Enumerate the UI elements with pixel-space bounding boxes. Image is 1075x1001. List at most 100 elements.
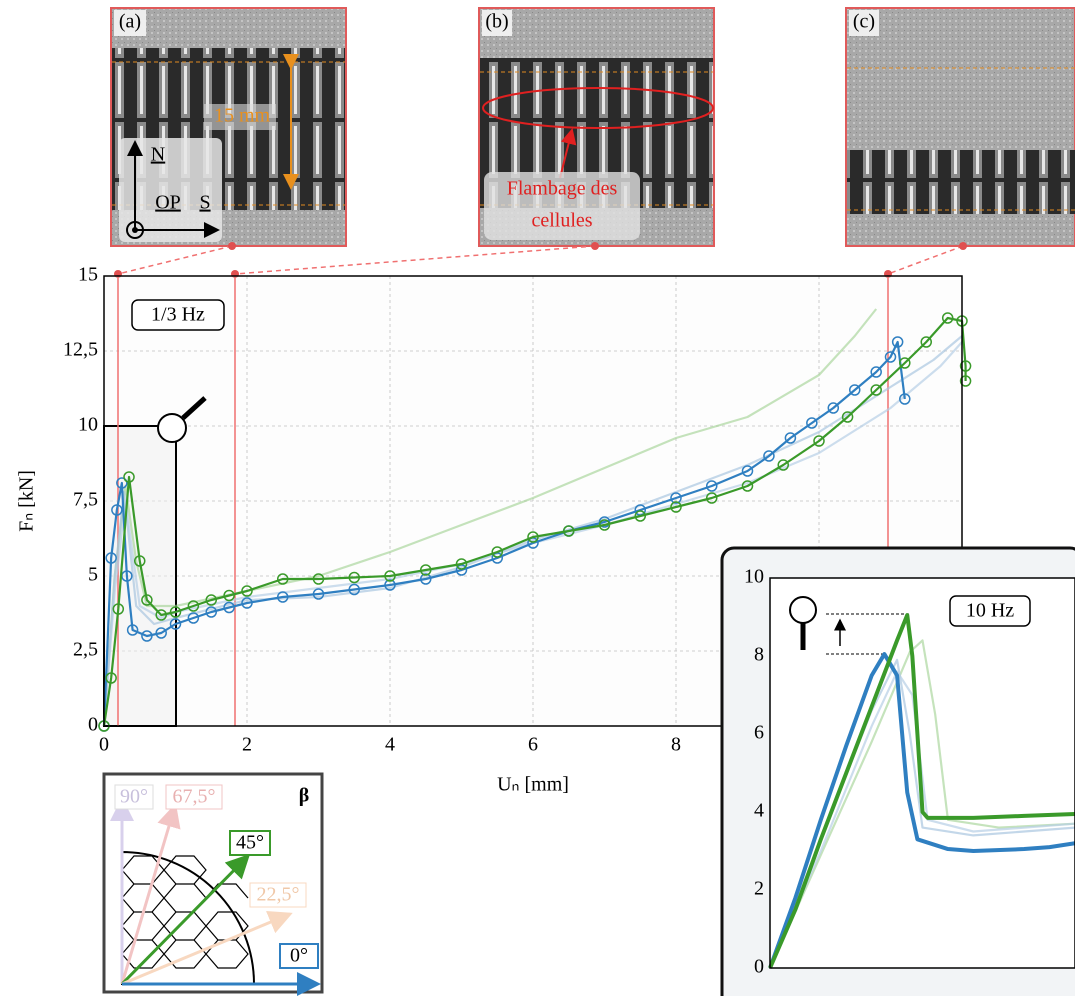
legend-title: β <box>299 785 310 807</box>
annotation-box <box>131 299 225 331</box>
annotation: 1/3 Hz <box>151 304 205 326</box>
magnifier-handle <box>181 396 207 420</box>
marker <box>920 336 932 348</box>
marker <box>169 618 182 630</box>
y-tick-label: 10 <box>78 414 98 436</box>
x-tick-label: 8 <box>671 734 681 756</box>
marker <box>763 450 775 462</box>
marker <box>806 417 818 429</box>
marker <box>941 312 954 324</box>
marker <box>141 630 153 642</box>
axis-s: S <box>199 192 210 214</box>
legend-entry: 67,5° <box>173 786 216 808</box>
inset-chart: 0 2 4 6 8 10 10 Hz <box>720 546 1075 1001</box>
marker <box>827 402 840 414</box>
series-line <box>768 639 1075 969</box>
orientation-legend <box>102 772 324 996</box>
marker <box>899 357 911 369</box>
series-line <box>768 613 1075 969</box>
marker <box>312 573 325 585</box>
x-tick-label: 0 <box>99 734 109 756</box>
marker <box>155 627 167 639</box>
y-tick-label: 0 <box>88 714 98 736</box>
x-axis-label: Uₙ [mm] <box>497 774 569 796</box>
marker <box>169 606 182 618</box>
photo-c <box>845 7 1075 247</box>
series-line <box>768 670 1075 969</box>
legend-entry: 22,5° <box>257 884 300 906</box>
marker <box>959 375 972 387</box>
marker <box>741 480 754 492</box>
y-tick-label: 7,5 <box>73 489 98 511</box>
photo-links <box>114 242 967 278</box>
x-tick-label: 4 <box>385 734 395 756</box>
y-tick-label: 10 <box>744 566 764 588</box>
x-tick-label: 2 <box>242 734 252 756</box>
marker <box>112 603 125 615</box>
marker <box>277 591 289 603</box>
marker <box>598 516 611 528</box>
marker <box>241 585 253 597</box>
marker <box>384 579 396 591</box>
note: cellules <box>531 210 592 232</box>
marker <box>187 600 200 612</box>
marker <box>105 552 117 564</box>
marker <box>187 612 200 624</box>
series-line <box>102 335 963 727</box>
marker <box>813 435 825 447</box>
marker <box>420 564 432 576</box>
legend-entry: 45° <box>236 832 264 854</box>
x-tick-label: 6 <box>528 734 538 756</box>
marker <box>706 480 718 492</box>
y-tick-label: 0 <box>754 956 764 978</box>
photo-b <box>478 7 715 247</box>
magnifier <box>157 413 187 443</box>
marker <box>141 594 153 606</box>
marker <box>841 411 854 423</box>
marker <box>634 510 646 522</box>
marker <box>491 546 503 558</box>
series-line <box>768 652 1075 969</box>
marker <box>455 558 468 570</box>
photo-label: (a) <box>119 11 141 33</box>
marker <box>598 519 611 531</box>
marker <box>116 477 128 489</box>
marker <box>706 492 718 504</box>
y-tick-label: 12,5 <box>63 339 98 361</box>
marker <box>777 459 789 471</box>
marker <box>348 571 360 584</box>
plot-frame <box>769 577 1075 969</box>
marker <box>891 336 904 348</box>
y-tick-label: 8 <box>754 644 764 666</box>
marker <box>784 432 797 444</box>
marker <box>348 583 360 596</box>
marker <box>959 360 972 372</box>
marker <box>134 555 146 567</box>
annotation: 10 Hz <box>966 600 1014 622</box>
marker <box>884 351 897 363</box>
magnifier <box>789 596 817 624</box>
photo-a <box>110 7 347 247</box>
marker <box>849 384 861 396</box>
marker <box>277 573 289 585</box>
y-tick-label: 4 <box>754 800 764 822</box>
marker <box>527 531 539 543</box>
marker <box>105 672 117 684</box>
marker <box>741 465 754 477</box>
marker <box>223 601 235 614</box>
y-tick-label: 15 <box>78 264 98 286</box>
marker <box>899 393 911 405</box>
marker <box>155 609 167 621</box>
marker <box>420 573 432 585</box>
series-line <box>102 341 963 727</box>
marker <box>205 594 217 606</box>
y-tick-label: 6 <box>754 722 764 744</box>
legend-entry: 0° <box>290 945 308 967</box>
series-line <box>102 316 967 727</box>
marker <box>870 366 882 378</box>
axis-n: N <box>151 144 165 166</box>
marker <box>312 588 325 600</box>
y-tick-label: 2 <box>754 878 764 900</box>
marker <box>223 589 235 602</box>
